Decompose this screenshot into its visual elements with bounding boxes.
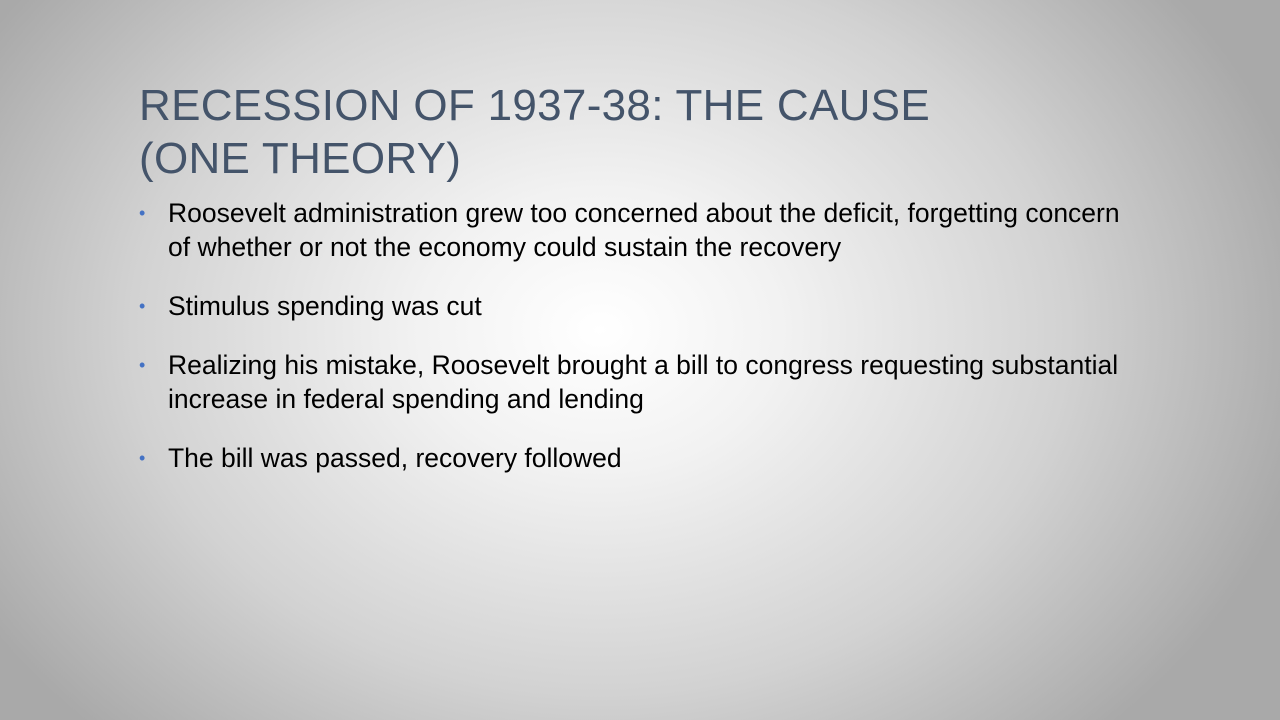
bullet-dot-icon: • [139,448,146,468]
slide-title: RECESSION OF 1937-38: THE CAUSE (ONE THE… [139,79,1139,185]
bullet-dot-icon: • [139,203,146,223]
bullet-text: The bill was passed, recovery followed [168,443,622,473]
bullet-text: Roosevelt administration grew too concer… [168,198,1120,262]
bullet-item-bill-request: • Realizing his mistake, Roosevelt broug… [139,348,1149,416]
slide-title-line-2: (ONE THEORY) [139,134,462,184]
bullet-item-bill-passed: • The bill was passed, recovery followed [139,441,1149,475]
bullet-list: • Roosevelt administration grew too conc… [139,196,1149,500]
bullet-text: Stimulus spending was cut [168,291,482,321]
bullet-dot-icon: • [139,355,146,375]
bullet-text: Realizing his mistake, Roosevelt brought… [168,350,1119,414]
bullet-item-deficit: • Roosevelt administration grew too conc… [139,196,1149,264]
slide-title-line-1: RECESSION OF 1937-38: THE CAUSE [139,81,930,131]
bullet-item-stimulus-cut: • Stimulus spending was cut [139,289,1149,323]
bullet-dot-icon: • [139,296,146,316]
